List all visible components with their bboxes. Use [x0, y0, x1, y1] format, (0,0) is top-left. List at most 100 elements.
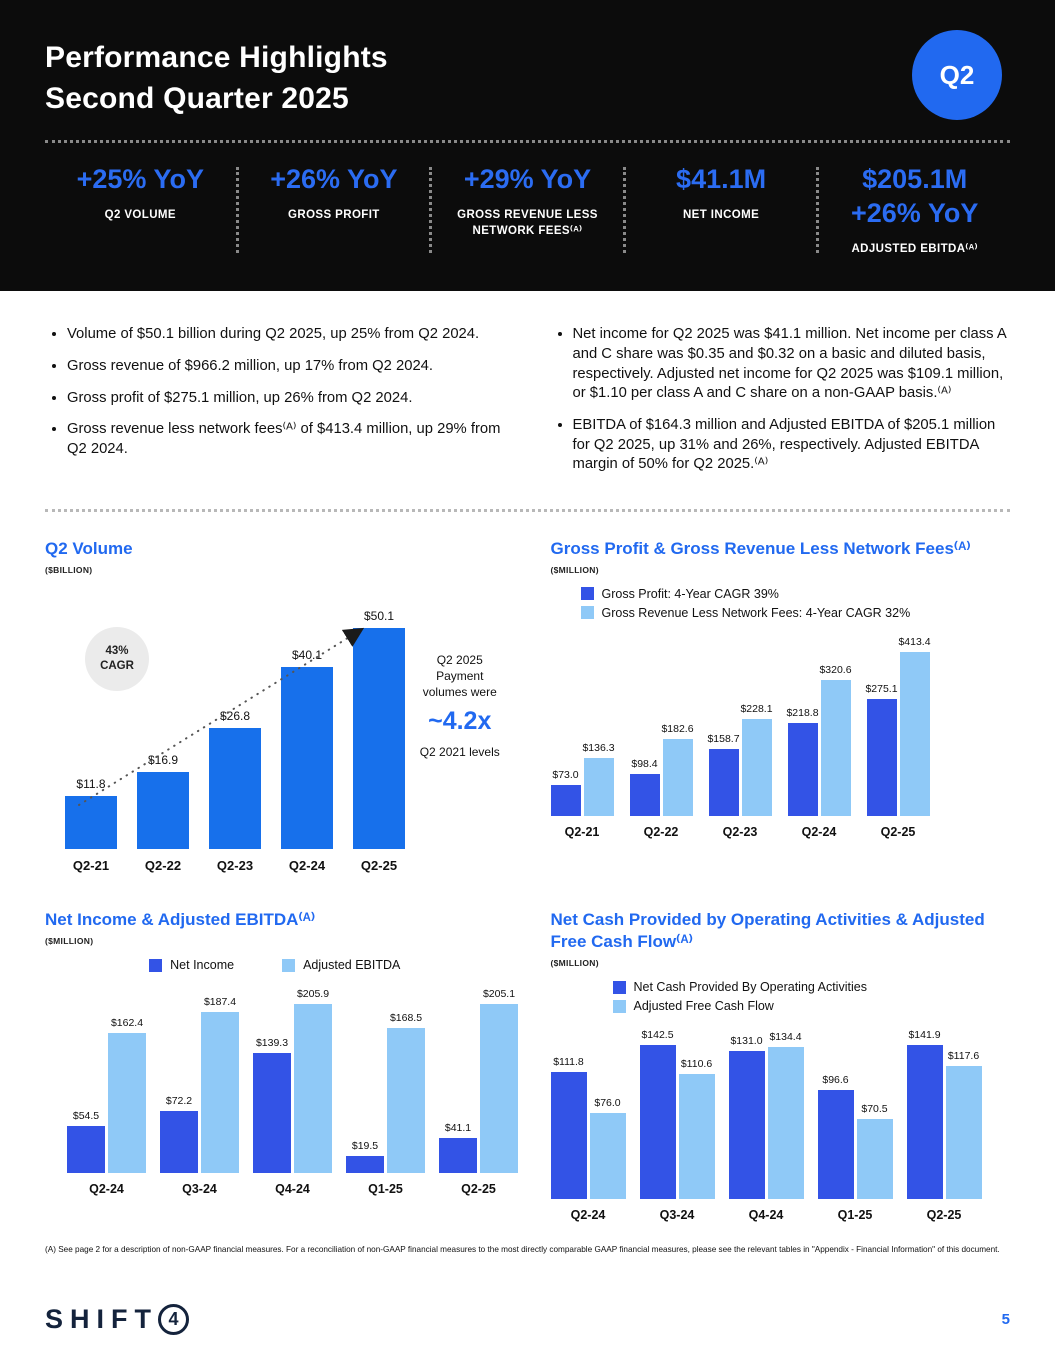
- bullet-list-right: Net income for Q2 2025 was $41.1 million…: [551, 325, 1011, 487]
- bar: [480, 1004, 518, 1174]
- bars: $96.6 $70.5: [817, 1029, 893, 1200]
- legend-item: Gross Profit: 4-Year CAGR 39%: [580, 586, 1011, 601]
- header-dotted-divider: [45, 140, 1010, 143]
- bullet-item: Gross revenue of $966.2 million, up 17% …: [67, 357, 505, 377]
- bar: [662, 738, 693, 816]
- bar-wrap: $320.6: [819, 636, 852, 816]
- bar-value-label: $73.0: [552, 768, 579, 781]
- bar-value-label: $70.5: [861, 1103, 888, 1116]
- bar-group: $111.8 $76.0 Q2-24: [550, 1029, 626, 1223]
- chart-card-net-cash: Net Cash Provided by Operating Activitie…: [550, 909, 1011, 1223]
- kpi-label: GROSS REVENUE LESS NETWORK FEES⁽ᴬ⁾: [457, 208, 598, 238]
- bar: [353, 627, 405, 849]
- legend-swatch-dark-blue: [149, 958, 163, 972]
- kpi-q2-volume: +25% YoY Q2 VOLUME: [45, 159, 236, 261]
- bar-value-label: $41.1: [444, 1122, 472, 1135]
- category-label: Q2-24: [288, 857, 326, 873]
- bar-group: $131.0 $134.4 Q4-24: [728, 1029, 804, 1222]
- legend-label: Net Cash Provided By Operating Activitie…: [633, 980, 867, 995]
- shift4-logo: SHIFT 4: [45, 1304, 189, 1335]
- legend-swatch-dark-blue: [580, 587, 594, 601]
- bar-wrap: $168.5: [387, 988, 425, 1174]
- chart-units-label: ($MILLION): [550, 564, 599, 575]
- bars: $72.2 $187.4: [160, 988, 239, 1174]
- bar: [281, 666, 333, 849]
- page-title-line1: Performance Highlights: [45, 41, 388, 74]
- bar-group: $26.8 Q2-23: [209, 609, 261, 873]
- charts-grid: Q2 Volume ($BILLION) 43% CAGR $11.8 Q2-21…: [0, 512, 1055, 1222]
- kpi-net-income: $41.1M NET INCOME: [626, 159, 817, 261]
- bar: [67, 1126, 105, 1174]
- category-label: Q4-24: [275, 1182, 310, 1197]
- bar-wrap: $187.4: [201, 988, 239, 1174]
- bar: [589, 1113, 626, 1200]
- bar: [787, 722, 818, 816]
- chart-title: Net Cash Provided by Operating Activitie…: [550, 909, 985, 952]
- bullet-list-left: Volume of $50.1 billion during Q2 2025, …: [45, 325, 505, 487]
- bar: [639, 1045, 676, 1200]
- legend-label: Gross Profit: 4-Year CAGR 39%: [601, 586, 779, 601]
- bullet-item: EBITDA of $164.3 million and Adjusted EB…: [573, 416, 1011, 475]
- bar-value-label: $117.6: [947, 1050, 980, 1063]
- category-label: Q1-25: [837, 1208, 873, 1223]
- chart-title: Net Income & Adjusted EBITDA⁽ᴬ⁾: [45, 909, 316, 929]
- bar-group: $98.4 $182.6 Q2-22: [629, 636, 694, 839]
- legend-swatch-light-blue: [282, 958, 296, 972]
- bars: $131.0 $134.4: [728, 1029, 804, 1200]
- net-cash-bar-chart: $111.8 $76.0 Q2-24 $142.5 $110.6 Q3-24 $131.0 $…: [550, 1029, 1011, 1223]
- bar-value-label: $141.9: [908, 1029, 941, 1042]
- bar-value-label: $98.4: [631, 757, 658, 770]
- footnote: (A) See page 2 for a description of non-…: [45, 1245, 1000, 1255]
- bar-groups: $54.5 $162.4 Q2-24 $72.2 $187.4 Q3-24 $139.3 $2…: [67, 988, 518, 1197]
- bar-group: $96.6 $70.5 Q1-25: [817, 1029, 893, 1223]
- category-label: Q1-25: [368, 1182, 403, 1197]
- kpi-separator: [235, 167, 239, 254]
- kpi-label: NET INCOME: [682, 208, 760, 221]
- bar: [945, 1066, 982, 1200]
- annotation-multiplier: ~4.2x: [428, 707, 492, 736]
- bullet-item: Volume of $50.1 billion during Q2 2025, …: [67, 325, 505, 345]
- bars: $40.1: [281, 609, 333, 849]
- bullet-item: Net income for Q2 2025 was $41.1 million…: [573, 325, 1011, 404]
- kpi-value: +26% YoY: [270, 164, 398, 194]
- category-label: Q3-24: [659, 1208, 695, 1223]
- bar-group: $41.1 $205.1 Q2-25: [439, 988, 518, 1196]
- bar-wrap: $413.4: [898, 636, 931, 816]
- legend-label: Net Income: [170, 958, 235, 973]
- category-label: Q2-21: [564, 824, 600, 839]
- bars: $111.8 $76.0: [550, 1029, 626, 1200]
- bar: [708, 748, 739, 816]
- kpi-gross-profit: +26% YoY GROSS PROFIT: [239, 159, 430, 261]
- chart-legend: Net Cash Provided By Operating Activitie…: [612, 980, 1011, 1013]
- chart-units-label: ($BILLION): [45, 564, 93, 575]
- chart-legend: Gross Profit: 4-Year CAGR 39% Gross Reve…: [580, 586, 1011, 620]
- bar-value-label: $110.6: [680, 1058, 713, 1071]
- bar-value-label: $26.8: [219, 708, 251, 723]
- bar-wrap: $110.6: [678, 1029, 715, 1200]
- bar-wrap: $136.3: [582, 636, 615, 816]
- bar-value-label: $162.4: [110, 1017, 144, 1030]
- category-label: Q2-23: [216, 857, 254, 873]
- bar-wrap: $41.1: [439, 988, 477, 1174]
- bar-value-label: $111.8: [553, 1056, 584, 1069]
- logo-wordmark: SHIFT: [45, 1304, 158, 1334]
- bar: [65, 795, 117, 849]
- section-dotted-divider: [45, 508, 1010, 512]
- bar-wrap: $70.5: [856, 1029, 893, 1200]
- bar-value-label: $168.5: [389, 1012, 423, 1025]
- bar-wrap: $142.5: [639, 1029, 676, 1200]
- legend-item: Adjusted Free Cash Flow: [612, 999, 1011, 1013]
- category-label: Q2-22: [643, 824, 679, 839]
- bar-group: $141.9 $117.6 Q2-25: [906, 1029, 982, 1222]
- annotation-text-top: Q2 2025 Payment volumes were: [422, 652, 497, 700]
- bar-wrap: $275.1: [865, 636, 898, 816]
- page-title: Performance Highlights Second Quarter 20…: [45, 30, 388, 119]
- kpi-separator: [622, 167, 626, 254]
- bar-wrap: $158.7: [707, 636, 740, 816]
- bar-wrap: $205.1: [480, 988, 518, 1174]
- bars: $139.3 $205.9: [253, 988, 332, 1174]
- q2-volume-bar-chart: 43% CAGR $11.8 Q2-21 $16.9 Q2-22 $26.8 Q2-23 $…: [45, 609, 405, 873]
- category-label: Q2-24: [570, 1208, 606, 1223]
- bars: $19.5 $168.5: [346, 988, 425, 1174]
